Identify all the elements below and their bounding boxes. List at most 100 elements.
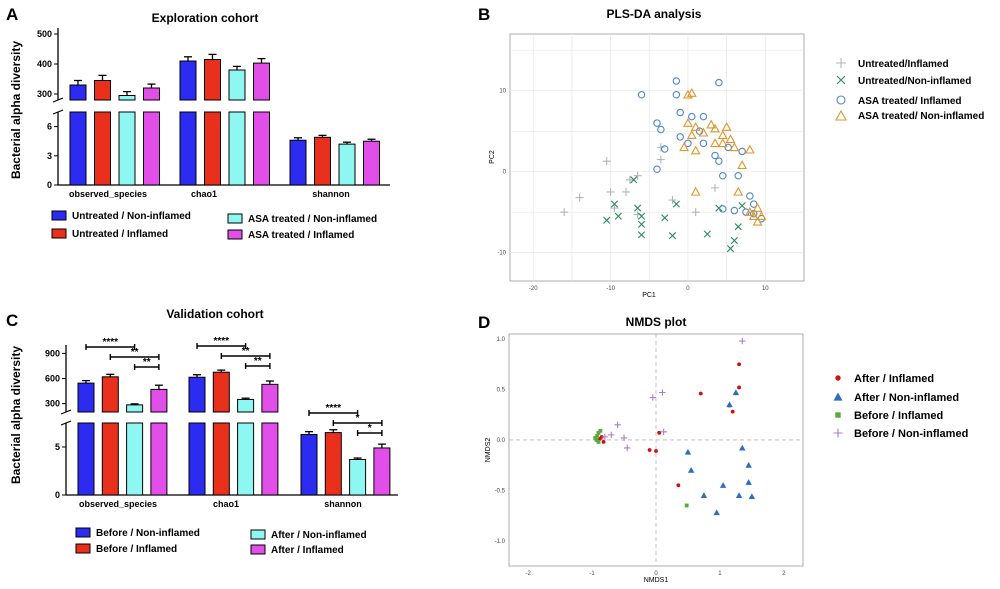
b-point-2-0 <box>637 90 646 99</box>
panel-b-xlabel: PC1 <box>642 292 656 299</box>
panel-a-xtick-0: observed_species <box>69 189 147 199</box>
d-point-0-5 <box>698 391 703 396</box>
d-point-1-8 <box>735 492 743 498</box>
d-point-0-8 <box>737 362 742 367</box>
b-point-3-17 <box>744 144 755 154</box>
b-point-3-3 <box>686 130 697 139</box>
b-point-0-8 <box>633 171 642 180</box>
legend-c-label-3: After / Inflamed <box>271 545 344 556</box>
c-ytick-upper-1: 600 <box>45 374 60 384</box>
c-sig-label-1: ** <box>131 347 139 358</box>
b-point-0-9 <box>656 155 665 164</box>
c-bar-1-1-lower <box>212 422 230 496</box>
b-point-1-3 <box>630 176 638 184</box>
panel-letter-a: A <box>6 5 18 24</box>
panel-a-legend: Untreated / Non-inflamed Untreated / Inf… <box>51 210 377 241</box>
c-bar-1-2-upper <box>237 398 255 413</box>
b-point-2-11 <box>695 127 704 135</box>
legend-c-label-2: After / Non-inflamed <box>271 530 367 541</box>
panel-a-xtick-1: chao1 <box>191 189 217 199</box>
a-bar-1-1-upper <box>204 59 221 101</box>
c-sig-label-8: * <box>368 423 372 434</box>
legend-a-swatch-3 <box>227 229 243 240</box>
b-point-2-14 <box>715 78 723 87</box>
panel-d-title: NMDS plot <box>626 315 687 329</box>
d-point-0-4 <box>676 483 681 488</box>
c-bar-2-0 <box>300 434 318 496</box>
c-bar-1-2-lower <box>237 422 255 496</box>
a-bar-1-0-lower <box>179 111 197 186</box>
legend-c-label-1: Before / Inflamed <box>96 544 177 555</box>
a-bar-2-3 <box>363 140 380 186</box>
a-ytick-lower-0: 0 <box>47 180 52 190</box>
d-point-2-0 <box>593 435 598 440</box>
panel-b-scatter-plot: PLS-DA analysis PC1 PC2 -20 -10 0 10 10 0 -10 <box>489 7 805 299</box>
a-bar-0-1-upper <box>94 80 111 101</box>
b-point-3-11 <box>717 138 728 148</box>
legend-d-marker-1 <box>833 392 843 401</box>
a-bar-1-3-lower <box>253 111 270 186</box>
c-bar-0-3-upper <box>150 388 168 413</box>
b-point-2-19 <box>730 206 739 215</box>
legend-a-swatch-1 <box>51 228 67 239</box>
b-point-1-16 <box>738 202 746 210</box>
d-point-3-8 <box>601 433 609 441</box>
b-point-1-13 <box>726 245 735 253</box>
b-xtick-3: 10 <box>762 286 769 292</box>
legend-c-label-0: Before / Non-inflamed <box>96 528 200 539</box>
b-point-1-2 <box>614 212 622 220</box>
a-bar-0-2-upper <box>118 95 136 101</box>
panel-c-xtick-2: shannon <box>324 499 362 509</box>
d-point-2-1 <box>595 433 600 438</box>
b-point-0-3 <box>606 187 615 196</box>
c-ytick-upper-0: 300 <box>45 399 60 409</box>
b-point-2-7 <box>653 165 661 173</box>
b-point-3-7 <box>698 127 709 137</box>
b-point-0-5 <box>622 187 631 196</box>
d-point-2-5 <box>596 440 601 444</box>
a-bar-0-3-upper <box>143 87 160 101</box>
b-point-2-13 <box>699 139 708 148</box>
a-bar-0-1-lower <box>94 111 111 186</box>
a-bar-2-0 <box>289 139 307 186</box>
d-point-1-10 <box>745 479 752 485</box>
panel-a-title: Exploration cohort <box>152 11 259 25</box>
panel-d-scatter-plot: NMDS plot NMDS1 NMDS2 -2 -1 0 1 2 1.0 0.5 0.0 -0… <box>485 315 804 584</box>
b-point-3-13 <box>706 119 717 129</box>
d-point-1-0 <box>684 448 692 455</box>
c-bar-1-0-upper <box>188 376 206 413</box>
legend-b-marker-1 <box>836 75 846 85</box>
c-bar-1-0-lower <box>188 422 206 496</box>
b-point-1-15 <box>734 223 742 231</box>
b-point-3-6 <box>679 142 690 152</box>
d-point-3-6 <box>660 428 667 436</box>
legend-a-swatch-0 <box>51 210 67 221</box>
panel-c-legend: Before / Non-inflamed Before / Inflamed … <box>75 527 367 556</box>
d-point-0-10 <box>597 436 602 441</box>
a-bar-1-3-upper <box>253 62 270 101</box>
c-bar-0-0-upper <box>77 382 95 413</box>
legend-b-marker-2 <box>836 95 846 105</box>
b-point-2-21 <box>738 147 746 156</box>
b-point-3-18 <box>744 207 755 216</box>
panel-c-bar-chart: Validation cohort Bacterial alpha divers… <box>9 307 398 509</box>
b-point-1-4 <box>634 204 642 212</box>
b-point-3-24 <box>733 186 744 196</box>
d-point-1-9 <box>745 461 752 468</box>
c-bar-0-0-lower <box>77 422 95 496</box>
d-point-1-1 <box>687 466 695 473</box>
legend-b-label-2: ASA treated/ Inflamed <box>858 96 962 107</box>
b-point-1-11 <box>703 230 711 238</box>
legend-b-marker-3 <box>835 109 847 121</box>
b-ytick-1: 0 <box>503 170 507 176</box>
d-point-0-11 <box>601 440 606 444</box>
d-point-1-7 <box>739 444 746 451</box>
c-bar-1-3-lower <box>261 422 279 496</box>
d-point-1-3 <box>713 509 720 516</box>
b-point-3-1 <box>686 87 697 97</box>
panel-a-xtick-2: shannon <box>312 189 350 199</box>
b-point-2-12 <box>699 112 708 121</box>
b-point-2-1 <box>653 119 661 127</box>
c-sig-label-6: **** <box>326 403 342 414</box>
panel-c-xtick-1: chao1 <box>213 499 239 509</box>
